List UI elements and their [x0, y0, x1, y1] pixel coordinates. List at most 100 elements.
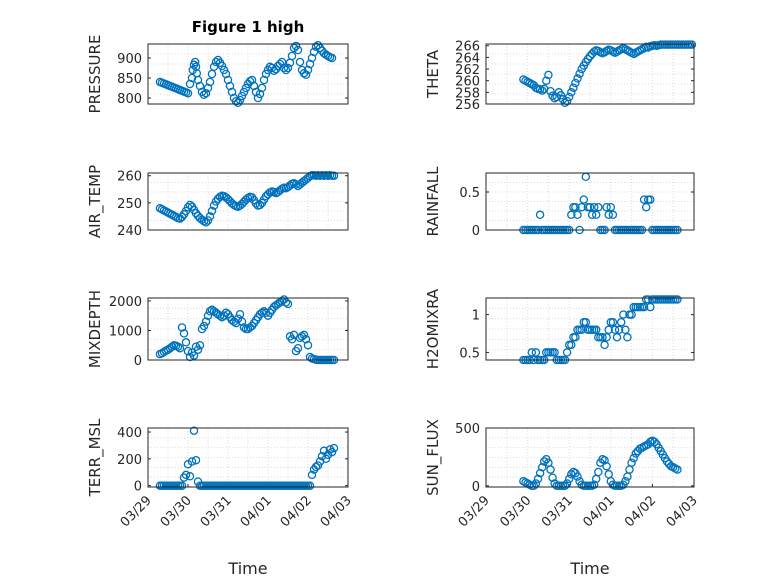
axes-box [147, 172, 349, 231]
data-point [639, 302, 649, 312]
panel-pressure: 800 850 900 PRESSURE Figure 1 high [86, 18, 349, 114]
data-point [544, 70, 553, 80]
data-point [542, 76, 551, 85]
data-point [187, 457, 197, 466]
figure-title: Figure 1 high [192, 18, 305, 36]
data-point [641, 202, 651, 212]
data-point [612, 333, 622, 342]
data-point [529, 481, 539, 491]
ylabel: RAINFALL [424, 166, 442, 237]
y-tick-label: 800 [117, 92, 142, 107]
data-point [621, 325, 630, 335]
data-point [571, 333, 580, 342]
x-tick-label: 03/29 [118, 493, 155, 530]
data-point [291, 180, 301, 189]
data-point [571, 78, 580, 88]
y-tick-label: 0 [134, 480, 142, 495]
data-point [591, 325, 601, 335]
data-point [287, 51, 297, 61]
data-point [550, 348, 559, 357]
axes-box [485, 297, 695, 361]
data-point [606, 202, 616, 212]
xlabel: Time [227, 559, 267, 578]
data-point [573, 472, 582, 481]
data-point [556, 91, 566, 100]
data-point [283, 299, 293, 309]
data-point [193, 345, 203, 354]
data-point [217, 61, 227, 71]
y-tick-label: 262 [455, 63, 480, 78]
data-point [560, 98, 570, 108]
data-point [627, 458, 636, 467]
data-point [239, 323, 249, 332]
y-tick-label: 900 [117, 52, 142, 67]
data-point [287, 335, 297, 344]
y-tick-label: 1000 [109, 324, 142, 339]
y-tick-label: 250 [117, 197, 142, 212]
data-point [251, 199, 261, 208]
data-point [235, 309, 245, 319]
data-point [281, 65, 291, 75]
xlabel: Time [569, 559, 609, 578]
y-tick-label: 200 [117, 453, 142, 468]
data-point [205, 77, 215, 87]
data-point [190, 57, 200, 67]
data-point [567, 210, 576, 220]
data-point [201, 218, 211, 227]
data-point [650, 437, 659, 447]
data-point [181, 470, 191, 480]
x-tick-label: 04/02 [278, 493, 315, 530]
data-point [237, 91, 247, 101]
data-point [569, 83, 578, 92]
data-point [237, 317, 247, 326]
ylabel: H2OMIXRA [424, 288, 442, 369]
data-point [608, 210, 618, 220]
panel-sun_flux: 0 500 03/29 03/30 03/31 04/01 04/02 04/03 SUN_FL… [424, 419, 701, 578]
data-point [600, 456, 609, 465]
x-tick-label: 04/01 [238, 493, 275, 530]
data-point [185, 472, 195, 481]
data-point [253, 93, 263, 103]
data-point [646, 195, 655, 204]
data-point [293, 343, 303, 353]
data-point [560, 481, 570, 491]
data-point [303, 340, 313, 350]
data-point [261, 69, 271, 79]
data-point [329, 443, 339, 453]
ylabel: TERR_MSL [86, 418, 105, 497]
data-point [291, 41, 301, 51]
data-point [573, 74, 582, 83]
data-point [311, 42, 321, 52]
data-point [579, 195, 589, 204]
data-point [531, 348, 541, 357]
plot-area [486, 428, 694, 487]
data-point [241, 83, 251, 93]
data-point [587, 210, 597, 220]
panel-terr_msl: 0 200 400 03/29 03/30 03/31 04/01 04/02 04/03 TER… [86, 418, 355, 578]
axes-box [485, 43, 695, 105]
data-point [189, 426, 199, 435]
data-point [201, 88, 211, 98]
y-tick-label: 264 [455, 51, 480, 66]
panel-rainfall: 0 0.5 RAINFALL [424, 166, 695, 239]
data-point [577, 325, 586, 335]
data-point [546, 465, 555, 474]
data-point [327, 53, 337, 63]
data-point [325, 445, 335, 454]
panel-h2omixra: 0.5 1 H2OMIXRA [424, 288, 695, 369]
data-point [614, 325, 624, 335]
data-point [281, 298, 291, 307]
ylabel: PRESSURE [86, 35, 104, 114]
data-point [207, 206, 217, 216]
data-point [619, 310, 628, 319]
y-tick-label: 260 [455, 75, 480, 90]
data-point [602, 333, 611, 342]
ylabel: THETA [424, 49, 442, 99]
y-tick-label: 260 [117, 170, 142, 185]
data-point [673, 295, 682, 304]
data-point [598, 333, 607, 342]
data-point [585, 51, 595, 61]
data-point [539, 457, 549, 466]
data-point [629, 453, 638, 463]
